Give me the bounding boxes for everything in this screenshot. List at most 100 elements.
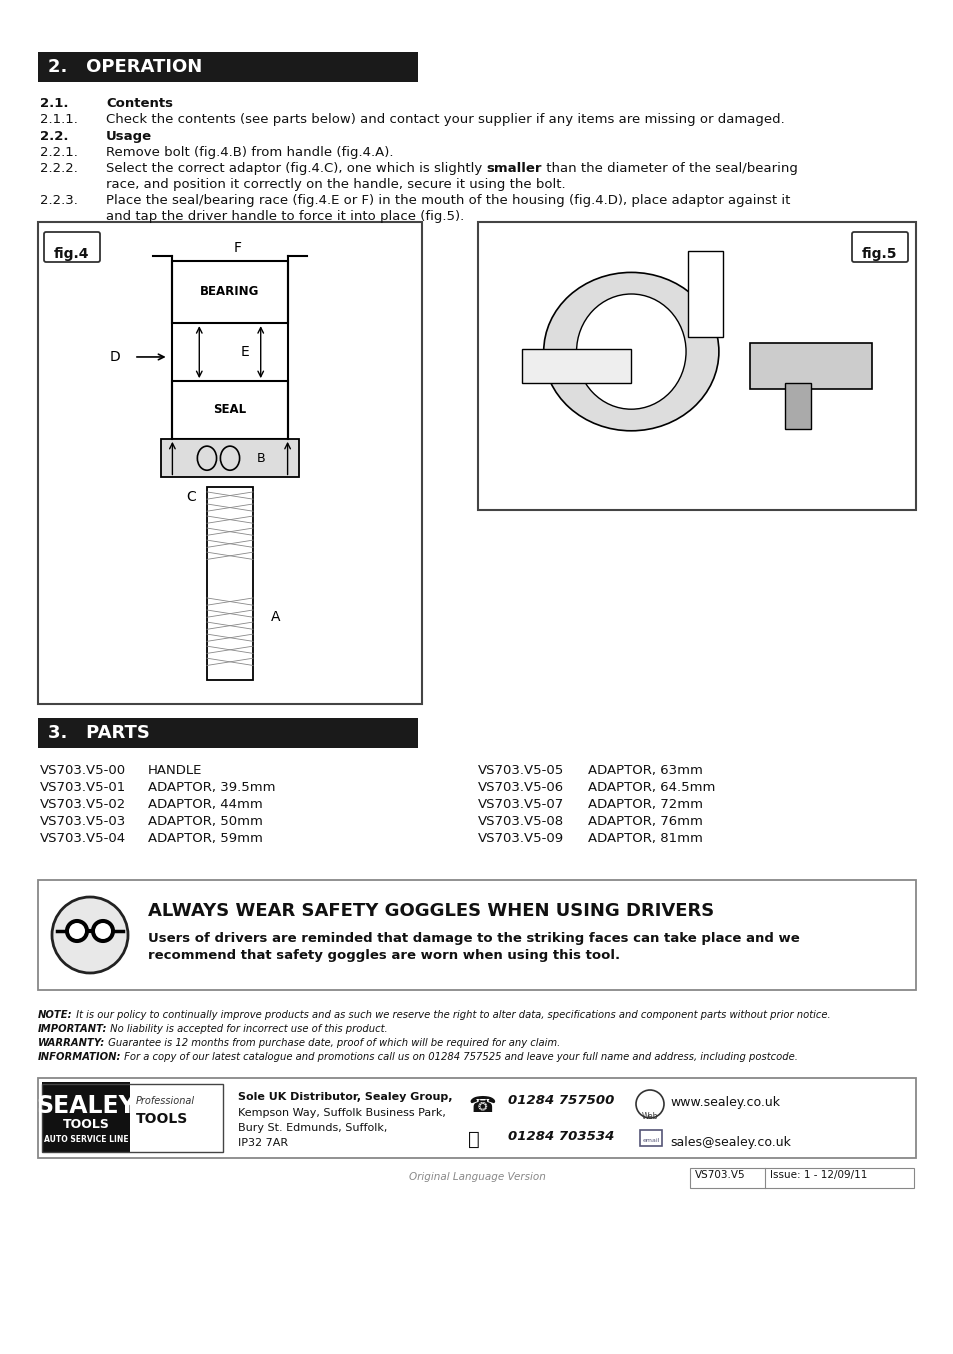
Text: smaller: smaller [486, 162, 541, 175]
Bar [38, 222, 421, 704]
Text: IMPORTANT:: IMPORTANT: [38, 1024, 108, 1034]
Text: www.sealey.co.uk: www.sealey.co.uk [669, 1095, 780, 1109]
Text: C: C [187, 490, 196, 504]
Text: For a copy of our latest catalogue and promotions call us on 01284 757525 and le: For a copy of our latest catalogue and p… [121, 1052, 798, 1062]
Circle shape [69, 923, 85, 940]
Text: SEALEY: SEALEY [36, 1094, 135, 1118]
Text: Check the contents (see parts below) and contact your supplier if any items are : Check the contents (see parts below) and… [106, 112, 784, 126]
Text: INFORMATION:: INFORMATION: [38, 1052, 121, 1062]
Bar [172, 380, 287, 439]
Bar [521, 349, 631, 383]
Text: SEAL: SEAL [213, 403, 246, 417]
Text: WARRANTY:: WARRANTY: [38, 1039, 105, 1048]
Ellipse shape [543, 272, 719, 431]
Text: Sole UK Distributor, Sealey Group,: Sole UK Distributor, Sealey Group, [237, 1091, 452, 1102]
Text: 2.2.3.: 2.2.3. [40, 194, 78, 207]
Text: Remove bolt (fig.4.B) from handle (fig.4.A).: Remove bolt (fig.4.B) from handle (fig.4… [106, 146, 393, 158]
Text: Professional: Professional [136, 1095, 195, 1106]
Circle shape [52, 896, 128, 974]
Text: Kempson Way, Suffolk Business Park,
Bury St. Edmunds, Suffolk,
IP32 7AR: Kempson Way, Suffolk Business Park, Bury… [237, 1108, 445, 1148]
Bar [783, 383, 810, 429]
Bar [689, 1169, 913, 1187]
FancyBboxPatch shape [851, 232, 907, 263]
Text: 2.2.2.: 2.2.2. [40, 162, 78, 175]
Bar [687, 250, 722, 337]
Text: ALWAYS WEAR SAFETY GOGGLES WHEN USING DRIVERS: ALWAYS WEAR SAFETY GOGGLES WHEN USING DR… [148, 902, 714, 919]
Text: E: E [241, 345, 250, 359]
Bar [639, 1131, 661, 1145]
Text: VS703.V5-08: VS703.V5-08 [477, 815, 563, 829]
Text: ADAPTOR, 50mm: ADAPTOR, 50mm [148, 815, 263, 829]
Text: Users of drivers are reminded that damage to the striking faces can take place a: Users of drivers are reminded that damag… [148, 932, 799, 945]
Bar [161, 439, 299, 478]
Text: fig.5: fig.5 [862, 246, 897, 261]
Text: 3.   PARTS: 3. PARTS [48, 724, 150, 742]
Text: BEARING: BEARING [200, 286, 259, 298]
Text: ADAPTOR, 59mm: ADAPTOR, 59mm [148, 831, 263, 845]
Bar [38, 51, 417, 83]
Text: Guarantee is 12 months from purchase date, proof of which will be required for a: Guarantee is 12 months from purchase dat… [105, 1039, 560, 1048]
Bar [172, 260, 287, 324]
Text: sales@sealey.co.uk: sales@sealey.co.uk [669, 1136, 790, 1150]
Text: It is our policy to continually improve products and as such we reserve the righ: It is our policy to continually improve … [72, 1010, 829, 1020]
Text: A: A [271, 611, 280, 624]
Text: race, and position it correctly on the handle, secure it using the bolt.: race, and position it correctly on the h… [106, 177, 565, 191]
Text: Select the correct adaptor (fig.4.C), one which is slightly: Select the correct adaptor (fig.4.C), on… [106, 162, 486, 175]
Text: fig.4: fig.4 [54, 246, 90, 261]
Text: 01284 703534: 01284 703534 [507, 1131, 614, 1143]
Text: VS703.V5-03: VS703.V5-03 [40, 815, 126, 829]
FancyBboxPatch shape [44, 232, 100, 263]
Text: ADAPTOR, 64.5mm: ADAPTOR, 64.5mm [587, 781, 715, 793]
Bar [477, 222, 915, 510]
Ellipse shape [576, 294, 685, 409]
Text: ADAPTOR, 81mm: ADAPTOR, 81mm [587, 831, 702, 845]
Text: ADAPTOR, 44mm: ADAPTOR, 44mm [148, 798, 262, 811]
Text: VS703.V5: VS703.V5 [695, 1170, 745, 1179]
Text: 📠: 📠 [468, 1131, 479, 1150]
Bar [207, 487, 253, 680]
Bar [38, 718, 417, 747]
Text: ADAPTOR, 63mm: ADAPTOR, 63mm [587, 764, 702, 777]
Text: VS703.V5-07: VS703.V5-07 [477, 798, 563, 811]
Circle shape [95, 923, 111, 940]
Text: D: D [110, 349, 120, 364]
Text: 2.1.: 2.1. [40, 97, 69, 110]
Text: No liability is accepted for incorrect use of this product.: No liability is accepted for incorrect u… [108, 1024, 388, 1034]
Text: VS703.V5-02: VS703.V5-02 [40, 798, 126, 811]
Text: VS703.V5-06: VS703.V5-06 [477, 781, 563, 793]
Text: Place the seal/bearing race (fig.4.E or F) in the mouth of the housing (fig.4.D): Place the seal/bearing race (fig.4.E or … [106, 194, 789, 207]
Bar [38, 880, 915, 990]
Text: VS703.V5-09: VS703.V5-09 [477, 831, 563, 845]
Text: HANDLE: HANDLE [148, 764, 202, 777]
Text: ADAPTOR, 39.5mm: ADAPTOR, 39.5mm [148, 781, 275, 793]
Text: ADAPTOR, 76mm: ADAPTOR, 76mm [587, 815, 702, 829]
Text: Issue: 1 - 12/09/11: Issue: 1 - 12/09/11 [769, 1170, 866, 1179]
Text: B: B [256, 452, 265, 464]
Text: 2.   OPERATION: 2. OPERATION [48, 58, 202, 76]
Text: than the diameter of the seal/bearing: than the diameter of the seal/bearing [541, 162, 797, 175]
Text: F: F [233, 241, 241, 256]
Text: VS703.V5-00: VS703.V5-00 [40, 764, 126, 777]
Text: 2.1.1.: 2.1.1. [40, 112, 78, 126]
Text: Usage: Usage [106, 130, 152, 144]
Text: TOOLS: TOOLS [63, 1118, 110, 1131]
Text: email: email [641, 1137, 659, 1143]
Text: 2.2.1.: 2.2.1. [40, 146, 78, 158]
Text: Web: Web [641, 1112, 658, 1121]
Text: Contents: Contents [106, 97, 172, 110]
Text: VS703.V5-05: VS703.V5-05 [477, 764, 563, 777]
Bar [42, 1085, 223, 1152]
Text: recommend that safety goggles are worn when using this tool.: recommend that safety goggles are worn w… [148, 949, 619, 961]
Circle shape [91, 919, 113, 942]
Text: Original Language Version: Original Language Version [408, 1173, 545, 1182]
Text: NOTE:: NOTE: [38, 1010, 72, 1020]
Text: ☎: ☎ [468, 1095, 496, 1116]
Text: ADAPTOR, 72mm: ADAPTOR, 72mm [587, 798, 702, 811]
Bar [38, 1078, 915, 1158]
Text: VS703.V5-04: VS703.V5-04 [40, 831, 126, 845]
Text: 2.2.: 2.2. [40, 130, 69, 144]
Text: and tap the driver handle to force it into place (fig.5).: and tap the driver handle to force it in… [106, 210, 464, 223]
Circle shape [66, 919, 88, 942]
Bar [749, 343, 871, 389]
Text: 01284 757500: 01284 757500 [507, 1094, 614, 1108]
